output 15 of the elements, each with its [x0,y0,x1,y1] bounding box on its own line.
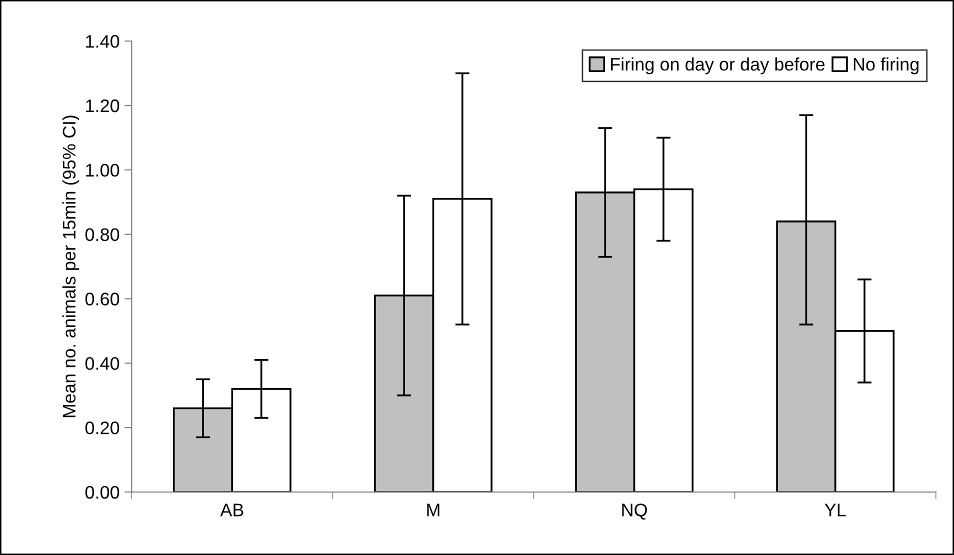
x-tick-label: M [427,504,440,516]
y-tick-label: 1.20 [86,99,120,112]
y-tick-label: 0.60 [85,292,120,306]
legend-label: No firing [854,57,918,74]
x-tick-label: YL [824,504,846,516]
y-tick-label: 0.40 [85,357,120,370]
y-tick-label: 0.80 [85,228,120,242]
x-tick-label: NQ [622,504,647,520]
legend-label: Firing on day or day before [611,57,825,74]
y-tick-label: 0.00 [85,486,120,499]
y-tick-label: 0.20 [85,422,120,434]
y-tick-label: 1.00 [86,164,120,177]
y-tick-label: 1.40 [86,35,120,48]
x-tick-label: AB [220,504,244,516]
y-axis-title: Mean no. animals per 15min (95% CI) [62,116,80,418]
